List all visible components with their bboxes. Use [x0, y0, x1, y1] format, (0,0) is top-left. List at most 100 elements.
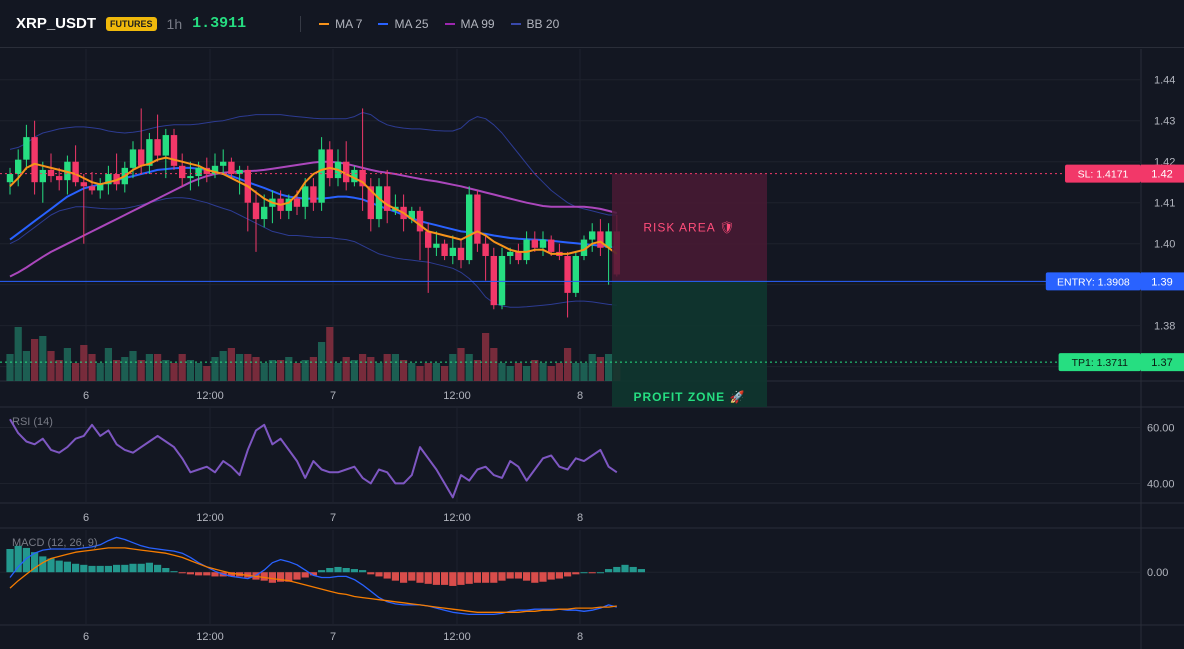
volume-bar	[293, 363, 301, 381]
candle-body	[474, 194, 481, 244]
macd-histogram-bar	[465, 572, 473, 584]
candle-body	[236, 169, 243, 175]
candle-body	[351, 169, 358, 183]
volume-bar	[22, 351, 30, 381]
macd-histogram-bar	[506, 572, 514, 579]
macd-histogram-bar	[367, 572, 375, 575]
macd-histogram-bar	[211, 572, 219, 577]
macd-histogram-bar	[293, 572, 301, 580]
chart-header: XRP_USDT FUTURES 1h 1.3911 MA 7 MA 25 MA…	[0, 0, 1184, 48]
macd-histogram-bar	[88, 565, 96, 573]
candle-body	[15, 159, 22, 175]
volume-bar	[572, 363, 580, 381]
macd-histogram-bar	[277, 572, 285, 582]
legend-ma99[interactable]: MA 99	[444, 17, 495, 31]
volume-bar	[129, 351, 137, 381]
volume-bar	[367, 357, 375, 381]
candle-body	[293, 198, 301, 207]
macd-histogram-bar	[334, 566, 342, 573]
candle-body	[146, 139, 153, 166]
macd-histogram-bar	[121, 564, 129, 573]
volume-bars	[6, 327, 621, 381]
macd-histogram-bar	[22, 547, 30, 573]
macd-histogram-bar	[539, 572, 547, 582]
macd-histogram-bar	[449, 572, 457, 586]
candle-body	[80, 182, 87, 187]
macd-histogram-bar	[424, 572, 432, 584]
macd-histogram-bar	[432, 572, 440, 585]
volume-bar	[580, 363, 588, 381]
time-tick-label: 12:00	[443, 631, 471, 643]
risk-area-zone	[612, 173, 767, 282]
macd-histogram-bar	[383, 572, 391, 579]
volume-bar	[301, 360, 309, 381]
candle-body	[6, 174, 14, 183]
legend-ma25-label: MA 25	[394, 16, 429, 31]
macd-histogram-bar	[47, 558, 55, 573]
volume-bar	[350, 360, 358, 381]
volume-bar	[63, 348, 71, 381]
timeframe-label[interactable]: 1h	[166, 15, 183, 32]
macd-histogram-bar	[39, 556, 47, 573]
candle-body	[310, 186, 317, 203]
candle-body	[129, 149, 137, 168]
candle-body	[220, 161, 227, 166]
volume-bar	[400, 360, 408, 381]
candle-body	[597, 231, 604, 248]
legend-ma25[interactable]: MA 25	[378, 16, 429, 31]
macd-histogram-bar	[572, 572, 580, 575]
volume-bar	[47, 351, 55, 381]
candle-body	[228, 161, 235, 175]
candle-body	[507, 251, 514, 256]
macd-histogram-bar	[621, 564, 629, 573]
volume-bar	[309, 357, 317, 381]
macd-histogram-bar	[301, 572, 309, 578]
candle-body	[367, 186, 374, 220]
macd-histogram-bar	[72, 563, 80, 573]
symbol-name[interactable]: XRP_USDT	[16, 15, 97, 32]
volume-bar	[383, 354, 391, 381]
tp-level-tag	[1058, 353, 1141, 372]
candle-body	[47, 169, 55, 177]
time-tick-label: 6	[83, 512, 89, 524]
volume-bar	[523, 366, 531, 381]
volume-bar	[465, 354, 473, 381]
macd-histogram-bar	[145, 562, 153, 573]
volume-bar	[252, 357, 260, 381]
price-tick-label: 1.41	[1154, 198, 1175, 210]
legend-ma7-swatch	[319, 22, 330, 25]
volume-bar	[219, 351, 227, 381]
volume-bar	[391, 354, 399, 381]
candle-body	[457, 247, 465, 261]
candle-body	[375, 186, 383, 220]
candle-body	[482, 243, 489, 256]
candle-body	[343, 161, 350, 183]
legend-ma7[interactable]: MA 7	[319, 17, 362, 31]
volume-bar	[342, 357, 350, 381]
volume-bar	[80, 345, 88, 381]
rsi-tick-label: 60.00	[1147, 423, 1175, 435]
bb-lower-line	[9, 197, 617, 308]
macd-histogram-bar	[359, 570, 367, 573]
time-tick-label: 6	[83, 631, 89, 643]
candle-body	[64, 161, 71, 181]
candle-body	[56, 176, 63, 181]
macd-histogram-bar	[637, 569, 645, 573]
macd-histogram-bar	[268, 572, 276, 583]
volume-bar	[104, 348, 112, 381]
macd-histogram-bar	[580, 572, 588, 574]
legend-ma99-swatch	[444, 22, 455, 25]
time-tick-label: 8	[577, 390, 583, 402]
volume-bar	[162, 360, 170, 381]
candle-body	[195, 167, 202, 177]
macd-histogram-bar	[482, 572, 490, 583]
legend-bb20[interactable]: BB 20	[510, 17, 559, 31]
volume-bar	[514, 363, 522, 381]
macd-histogram-bar	[400, 572, 408, 583]
candle-body	[302, 186, 309, 207]
legend-bb20-swatch	[510, 22, 521, 25]
macd-histogram-bar	[129, 563, 137, 573]
sl-level-tag	[1065, 164, 1141, 183]
volume-bar	[482, 333, 490, 381]
